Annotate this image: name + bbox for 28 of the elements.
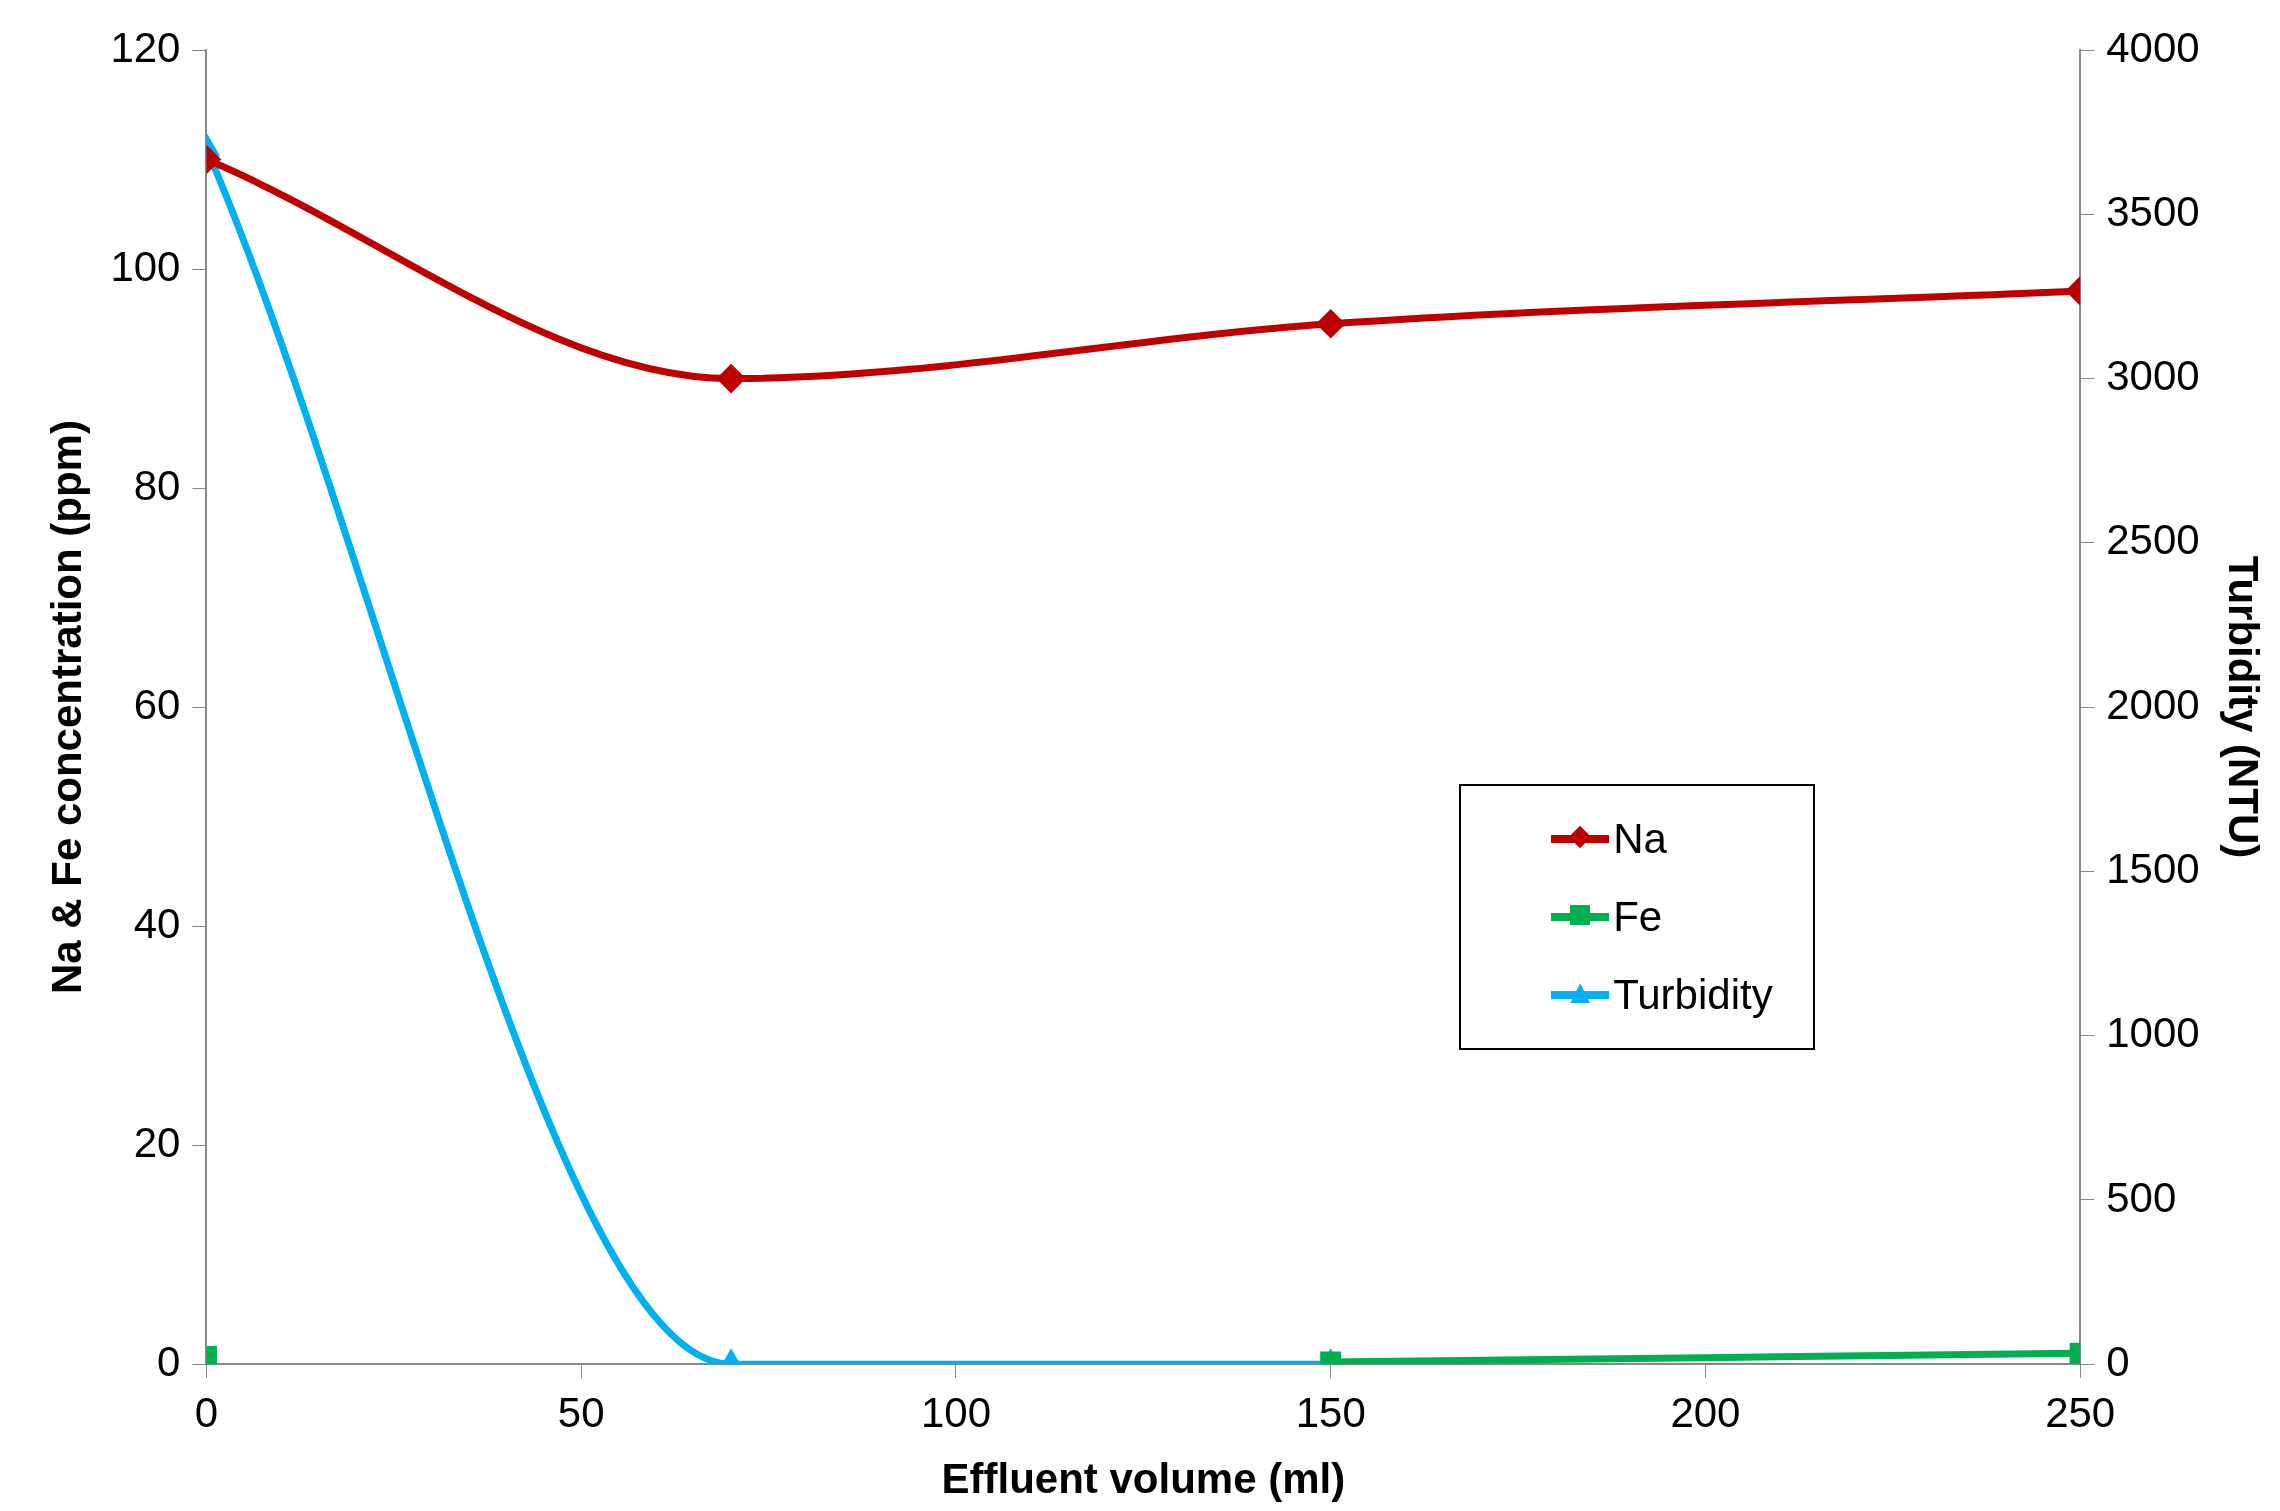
y-tick-label: 80: [133, 461, 181, 509]
legend-label: Turbidity: [1613, 971, 1773, 1020]
y2-tick-label: 4000: [2106, 23, 2200, 71]
y2-tick-label: 500: [2106, 1173, 2177, 1221]
legend-label: Fe: [1613, 893, 1663, 942]
y-tick-label: 100: [110, 242, 181, 290]
y2-tick-label: 1500: [2106, 844, 2200, 892]
y2-tick-label: 0: [2106, 1337, 2130, 1385]
y2-tick-label: 3000: [2106, 352, 2200, 400]
y-tick-label: 120: [110, 23, 181, 71]
y-tick-label: 40: [133, 899, 181, 947]
y2-tick-label: 1000: [2106, 1009, 2200, 1057]
y2-tick-label: 3500: [2106, 187, 2200, 235]
y2-axis-title: Turbidity (NTU): [2220, 555, 2268, 859]
y2-tick-label: 2000: [2106, 680, 2200, 728]
legend-label: Na: [1613, 815, 1667, 864]
x-tick-label: 250: [2045, 1388, 2116, 1436]
y-tick-label: 0: [157, 1337, 181, 1385]
x-tick-label: 0: [194, 1388, 219, 1436]
y2-tick-label: 2500: [2106, 516, 2200, 564]
x-tick-label: 150: [1295, 1388, 1366, 1436]
x-tick-label: 200: [1670, 1388, 1741, 1436]
x-axis-title: Effluent volume (ml): [941, 1455, 1346, 1503]
y-tick-label: 60: [133, 680, 181, 728]
x-tick-label: 100: [920, 1388, 991, 1436]
y-axis-title: Na & Fe concentration (ppm): [42, 420, 90, 995]
x-tick-label: 50: [557, 1388, 605, 1436]
y-tick-label: 20: [133, 1118, 181, 1166]
